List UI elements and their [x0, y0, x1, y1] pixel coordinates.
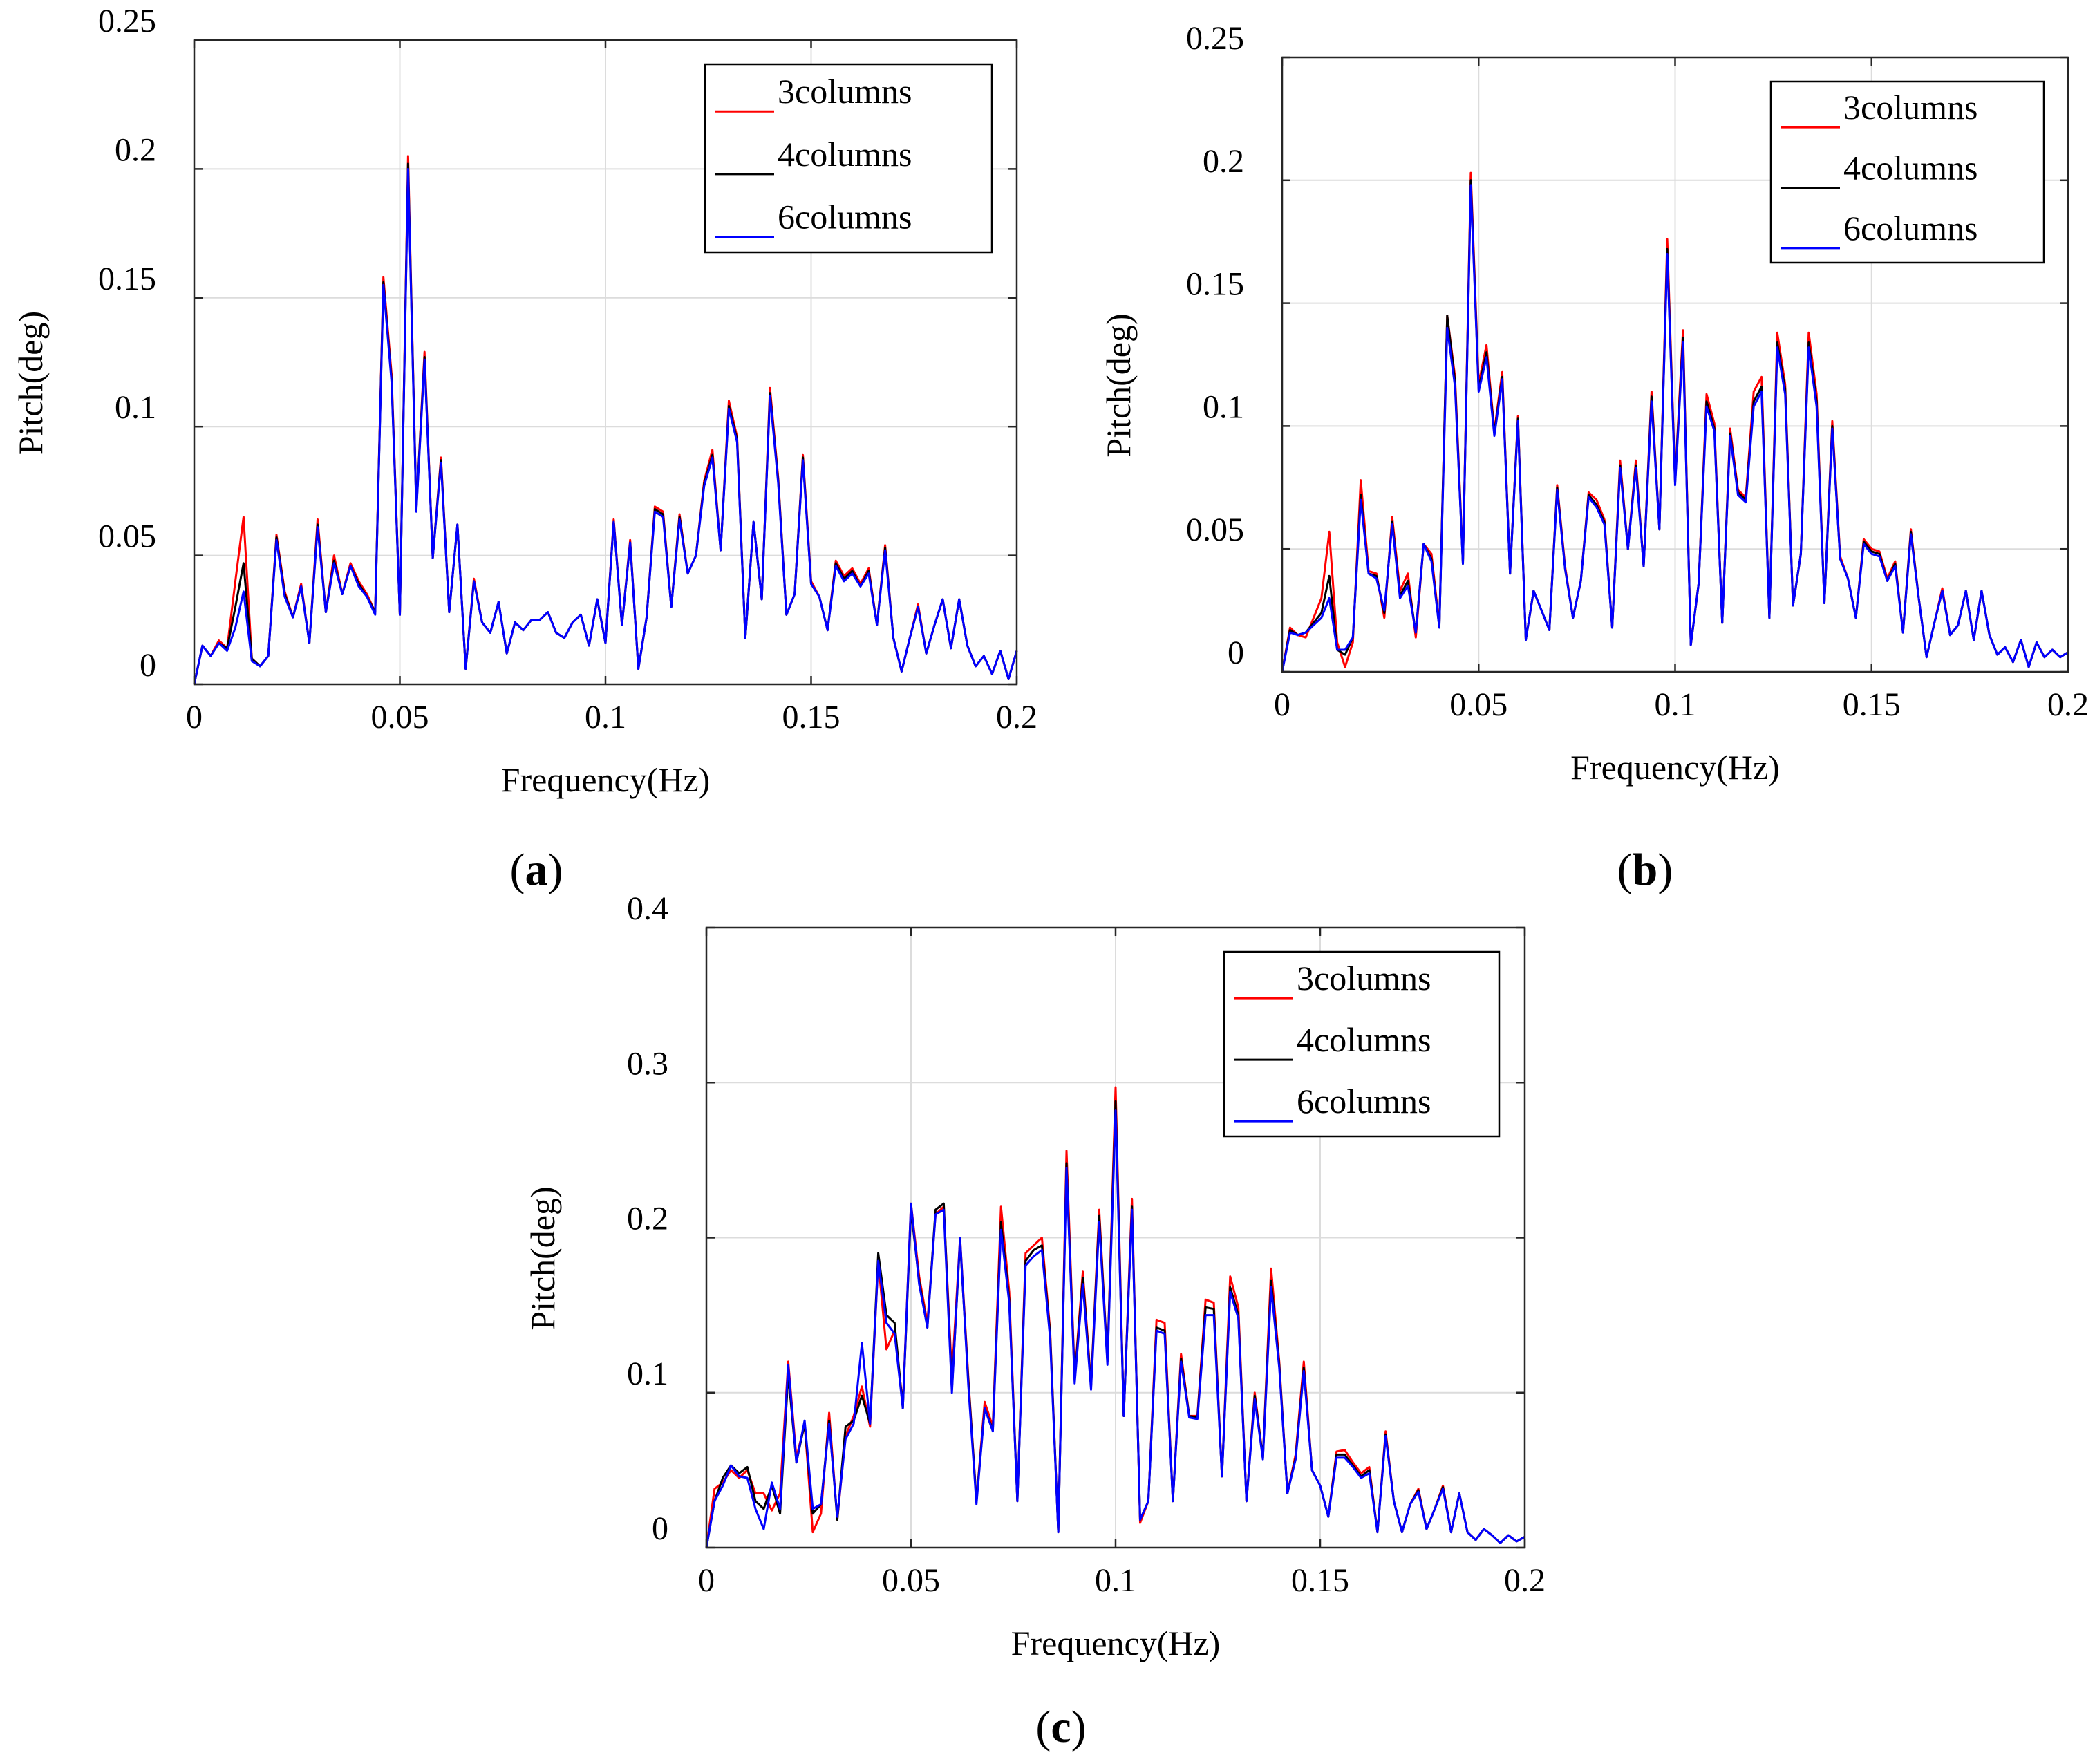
x-tick-label: 0.1 — [1095, 1562, 1136, 1599]
x-tick-label: 0 — [186, 699, 203, 735]
legend-box — [1769, 80, 2045, 264]
x-axis-label: Frequency(Hz) — [1011, 1624, 1221, 1662]
chart-panel-b: 0 0.05 0.1 0.15 0.2 0 0.05 0.1 0.15 0.2 0.25 Freque… — [1099, 20, 2089, 895]
y-tick-label: 0.1 — [627, 1355, 668, 1392]
legend-label-3columns: 3columns — [1297, 959, 1431, 997]
x-tick-label: 0.05 — [1449, 686, 1507, 723]
legend-label-4columns: 4columns — [778, 135, 912, 173]
y-axis-label: Pitch(deg) — [523, 1186, 562, 1330]
x-tick-label: 0.1 — [585, 699, 626, 735]
x-tick-label: 0.05 — [371, 699, 429, 735]
panel-label-c: (c) — [1035, 1702, 1086, 1752]
legend-label-4columns: 4columns — [1297, 1020, 1431, 1059]
y-tick-label: 0.4 — [627, 890, 668, 927]
y-tick-label: 0 — [1228, 635, 1244, 671]
y-tick-label: 0.1 — [1203, 388, 1244, 425]
y-tick-label: 0.3 — [627, 1045, 668, 1082]
chart-panel-a: 0 0.05 0.1 0.15 0.2 0 0.05 0.1 0.15 0.2 0.25 Freque… — [11, 3, 1037, 895]
x-tick-label: 0 — [698, 1562, 715, 1599]
x-tick-label: 0.05 — [882, 1562, 940, 1599]
y-tick-label: 0.2 — [1203, 143, 1244, 180]
y-tick-label: 0 — [140, 647, 156, 684]
legend-box — [1223, 950, 1501, 1138]
y-tick-label: 0.1 — [115, 389, 156, 426]
x-tick-label: 0.15 — [1843, 686, 1901, 723]
x-tick-label: 0.1 — [1655, 686, 1696, 723]
x-axis-label: Frequency(Hz) — [1570, 748, 1780, 787]
series-line-6columns — [193, 167, 1018, 685]
legend-label-4columns: 4columns — [1843, 148, 1977, 187]
y-axis-label: Pitch(deg) — [11, 311, 50, 455]
y-tick-label: 0.05 — [1186, 512, 1244, 548]
y-tick-label: 0.25 — [98, 3, 156, 39]
legend-label-6columns: 6columns — [778, 198, 912, 236]
legend-label-3columns: 3columns — [778, 72, 912, 111]
y-tick-label: 0.2 — [627, 1201, 668, 1237]
x-tick-label: 0.15 — [1291, 1562, 1349, 1599]
y-tick-label: 0.2 — [115, 131, 156, 168]
y-tick-label: 0.25 — [1186, 20, 1244, 57]
x-tick-label: 0.2 — [2047, 686, 2089, 723]
legend-label-6columns: 6columns — [1843, 209, 1977, 247]
y-tick-label: 0 — [652, 1510, 668, 1547]
chart-panel-c: 0 0.05 0.1 0.15 0.2 0 0.1 0.2 0.3 0.4 Frequency(Hz… — [523, 890, 1546, 1752]
series-line-6columns — [705, 1109, 1525, 1548]
legend-label-3columns: 3columns — [1843, 88, 1977, 126]
legend-label-6columns: 6columns — [1297, 1082, 1431, 1120]
legend-box — [704, 63, 993, 254]
series-line-6columns — [1281, 184, 2069, 673]
panel-label-a: (a) — [510, 845, 563, 895]
panel-label-b: (b) — [1617, 845, 1673, 895]
x-tick-label: 0.2 — [1504, 1562, 1546, 1599]
y-tick-label: 0.05 — [98, 518, 156, 555]
x-tick-label: 0 — [1274, 686, 1290, 723]
x-axis-label: Frequency(Hz) — [501, 760, 711, 799]
x-tick-label: 0.15 — [782, 699, 840, 735]
y-axis-label: Pitch(deg) — [1099, 313, 1138, 457]
y-tick-label: 0.15 — [1186, 266, 1244, 303]
y-tick-label: 0.15 — [98, 261, 156, 297]
x-tick-label: 0.2 — [996, 699, 1037, 735]
